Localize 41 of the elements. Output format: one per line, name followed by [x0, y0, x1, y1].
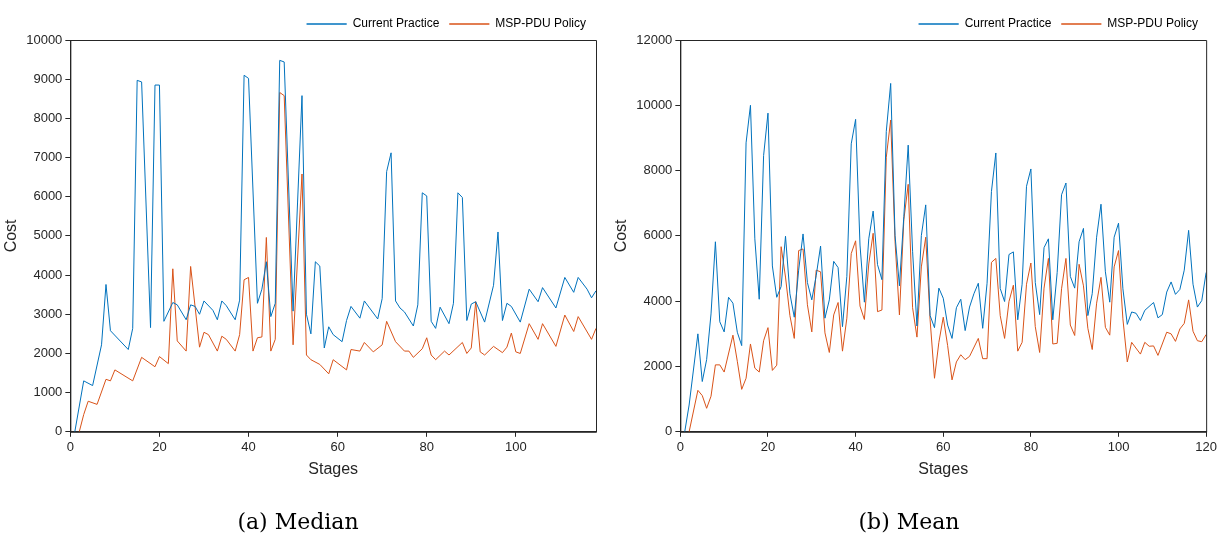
- y-tick-label: 6000: [643, 227, 673, 243]
- y-tick-label: 2000: [643, 358, 673, 374]
- x-tick-label: 40: [241, 439, 256, 455]
- y-tick-label: 4000: [643, 292, 673, 308]
- y-tick-label: 4000: [33, 266, 63, 282]
- y-tick-label: 12000: [636, 31, 673, 47]
- y-tick-label: 2000: [33, 345, 63, 361]
- y-tick-label: 0: [55, 423, 63, 439]
- text: (b) Mean: [858, 508, 960, 534]
- x-axis-title: Stages: [918, 460, 969, 478]
- y-tick-label: 1000: [33, 384, 63, 400]
- x-tick-label: 80: [1023, 439, 1039, 455]
- y-axis-title: Cost: [612, 218, 630, 253]
- y-tick-label: 10000: [26, 31, 63, 47]
- x-tick-label: 0: [66, 439, 74, 455]
- x-tick-label: 0: [676, 439, 684, 455]
- legend-label: Current Practice: [352, 16, 440, 31]
- text: (a) Median: [237, 508, 359, 534]
- y-tick-label: 7000: [33, 149, 63, 165]
- x-tick-label: 100: [1107, 439, 1130, 455]
- x-tick-label: 120: [1195, 439, 1218, 455]
- y-tick-label: 8000: [643, 162, 673, 178]
- x-tick-label: 60: [936, 439, 951, 455]
- y-tick-label: 5000: [33, 227, 63, 243]
- x-axis-title: Stages: [308, 460, 359, 478]
- legend-label: MSP-PDU Policy: [1107, 16, 1199, 31]
- x-tick-label: 20: [760, 439, 776, 455]
- y-tick-label: 10000: [636, 96, 673, 112]
- y-tick-label: 8000: [33, 109, 63, 125]
- y-tick-label: 6000: [33, 188, 63, 204]
- x-tick-label: 40: [848, 439, 863, 455]
- legend-label: Current Practice: [964, 16, 1052, 31]
- y-tick-label: 0: [665, 423, 673, 439]
- x-tick-label: 60: [330, 439, 345, 455]
- y-tick-label: 3000: [33, 305, 63, 321]
- y-tick-label: 9000: [33, 70, 63, 86]
- x-tick-label: 100: [504, 439, 527, 455]
- x-tick-label: 20: [152, 439, 167, 455]
- y-axis-title: Cost: [2, 218, 20, 253]
- legend-label: MSP-PDU Policy: [495, 16, 587, 31]
- x-tick-label: 80: [419, 439, 434, 455]
